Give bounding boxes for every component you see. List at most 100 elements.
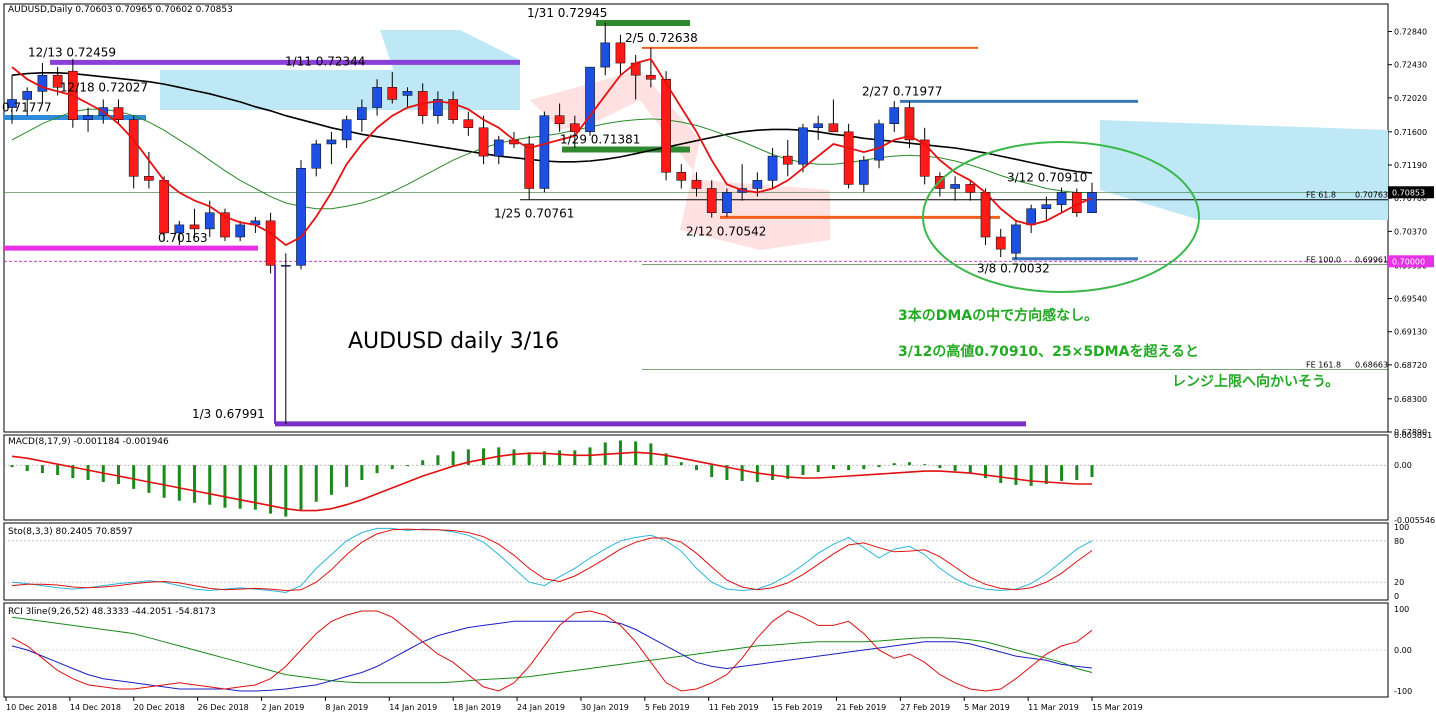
- candle-body: [1056, 192, 1067, 205]
- macd-bar: [1029, 465, 1033, 486]
- candle-body: [524, 143, 534, 189]
- annotation-label: 0.70163: [158, 231, 208, 245]
- candle-body: [235, 224, 245, 238]
- candle-body: [767, 155, 778, 181]
- macd-bar: [725, 465, 729, 480]
- candle-body: [554, 115, 565, 124]
- annotation-label: 12/13 0.72459: [28, 45, 116, 59]
- macd-bar: [588, 447, 592, 466]
- macd-bar: [679, 462, 683, 466]
- candle-body: [220, 212, 230, 238]
- candle-body: [889, 107, 900, 124]
- candle-body: [1026, 208, 1036, 226]
- note-line-3: レンジ上限へ向かいそう。: [1172, 373, 1339, 390]
- macd-bar: [558, 450, 562, 466]
- fibo-label: FE 61.8: [1306, 191, 1336, 200]
- candle-body: [1087, 192, 1097, 213]
- macd-bar: [664, 453, 668, 466]
- x-tick-label: 11 Mar 2019: [1028, 703, 1079, 712]
- candle-body: [585, 66, 595, 133]
- macd-bar: [984, 465, 988, 479]
- y-tick-label: 0.72840: [1394, 28, 1427, 37]
- candle-body: [752, 180, 763, 189]
- kumo-area: [1100, 120, 1388, 220]
- x-tick-label: 27 Feb 2019: [900, 703, 950, 712]
- sub-content: 0.0030510.00-0.005546100802001000.00-100…: [4, 431, 1435, 712]
- candle-body: [859, 159, 869, 185]
- main-content: 12/13 0.72459 12/18 0.72027 0.71777 0.70163…: [2, 6, 1434, 437]
- candle-body: [296, 167, 306, 266]
- macd-bar: [329, 465, 333, 495]
- macd-bar: [862, 465, 866, 470]
- macd-bar: [314, 465, 318, 502]
- macd-bar: [10, 465, 14, 468]
- macd-bar: [193, 465, 197, 503]
- annotation-label: 1/11 0.72344: [285, 55, 365, 69]
- macd-bar: [40, 465, 44, 474]
- macd-bar: [877, 465, 881, 468]
- fibo-value: 0.70763: [1355, 191, 1388, 200]
- candle-body: [37, 74, 48, 92]
- candle-body: [463, 119, 474, 129]
- x-tick-label: 15 Mar 2019: [1092, 703, 1143, 712]
- candle-body: [1041, 204, 1052, 209]
- macd-bar: [527, 452, 531, 466]
- macd-bar: [907, 462, 911, 466]
- macd-bar: [816, 465, 820, 473]
- candle-body: [174, 224, 185, 234]
- candle-body: [1011, 224, 1021, 254]
- macd-bar: [573, 450, 577, 466]
- ma5-line: [11, 57, 1093, 247]
- candle-body: [83, 115, 93, 120]
- macd-bar: [1090, 465, 1094, 478]
- macd-bar: [634, 441, 638, 466]
- annotation-label: 1/29 0.71381: [560, 133, 640, 147]
- macd-bar: [177, 465, 181, 501]
- macd-bar: [801, 465, 805, 476]
- candle-body: [113, 107, 124, 120]
- x-tick-label: 10 Dec 2018: [6, 703, 57, 712]
- x-tick-label: 5 Feb 2019: [645, 703, 690, 712]
- ma25-line: [11, 108, 1092, 210]
- candle-body: [159, 180, 169, 234]
- candle-body: [995, 236, 1006, 250]
- candle-body: [798, 127, 808, 165]
- x-tick-label: 11 Feb 2019: [709, 703, 759, 712]
- main-title: AUDUSD,Daily 0.70603 0.70965 0.70602 0.7…: [8, 5, 233, 15]
- candle-body: [843, 131, 854, 185]
- macd-bar: [269, 465, 273, 514]
- annotation-label: 3/12 0.70910: [1007, 171, 1087, 185]
- macd-bar: [284, 465, 288, 517]
- price-badge-bg: [1388, 186, 1434, 199]
- macd-bar: [831, 465, 835, 470]
- candle-body: [326, 139, 337, 145]
- macd-bar: [162, 465, 166, 498]
- sto-title: Sto(8,3,3) 80.2405 70.8597: [8, 527, 133, 537]
- macd-bar: [208, 465, 212, 505]
- rci-tick-label: 0.00: [1394, 646, 1412, 655]
- macd-tick-label: 0.00: [1394, 461, 1412, 470]
- macd-bar: [999, 465, 1003, 483]
- candle-body: [706, 188, 717, 213]
- fibo-value: 0.68663: [1355, 360, 1388, 369]
- kumo-area: [530, 70, 830, 250]
- sto-d-line: [11, 528, 1093, 592]
- y-tick-label: 0.70780: [1394, 194, 1427, 203]
- macd-tick-label: 0.003051: [1394, 431, 1432, 440]
- macd-bar: [147, 465, 151, 493]
- candle-body: [144, 176, 154, 181]
- candle-body: [448, 99, 458, 120]
- candle-body: [280, 265, 291, 267]
- candle-body: [691, 180, 702, 189]
- macd-bar: [390, 465, 394, 470]
- candle-body: [813, 123, 824, 129]
- macd-bar: [786, 465, 790, 480]
- candle-body: [372, 87, 382, 108]
- candle-body: [265, 220, 276, 266]
- macd-bar: [771, 465, 775, 480]
- sto-tick-label: 100: [1394, 523, 1409, 532]
- macd-title: MACD(8,17,9) -0.001184 -0.001946: [8, 437, 169, 447]
- y-tick-label: 0.69540: [1394, 295, 1427, 304]
- macd-bar: [1014, 465, 1018, 485]
